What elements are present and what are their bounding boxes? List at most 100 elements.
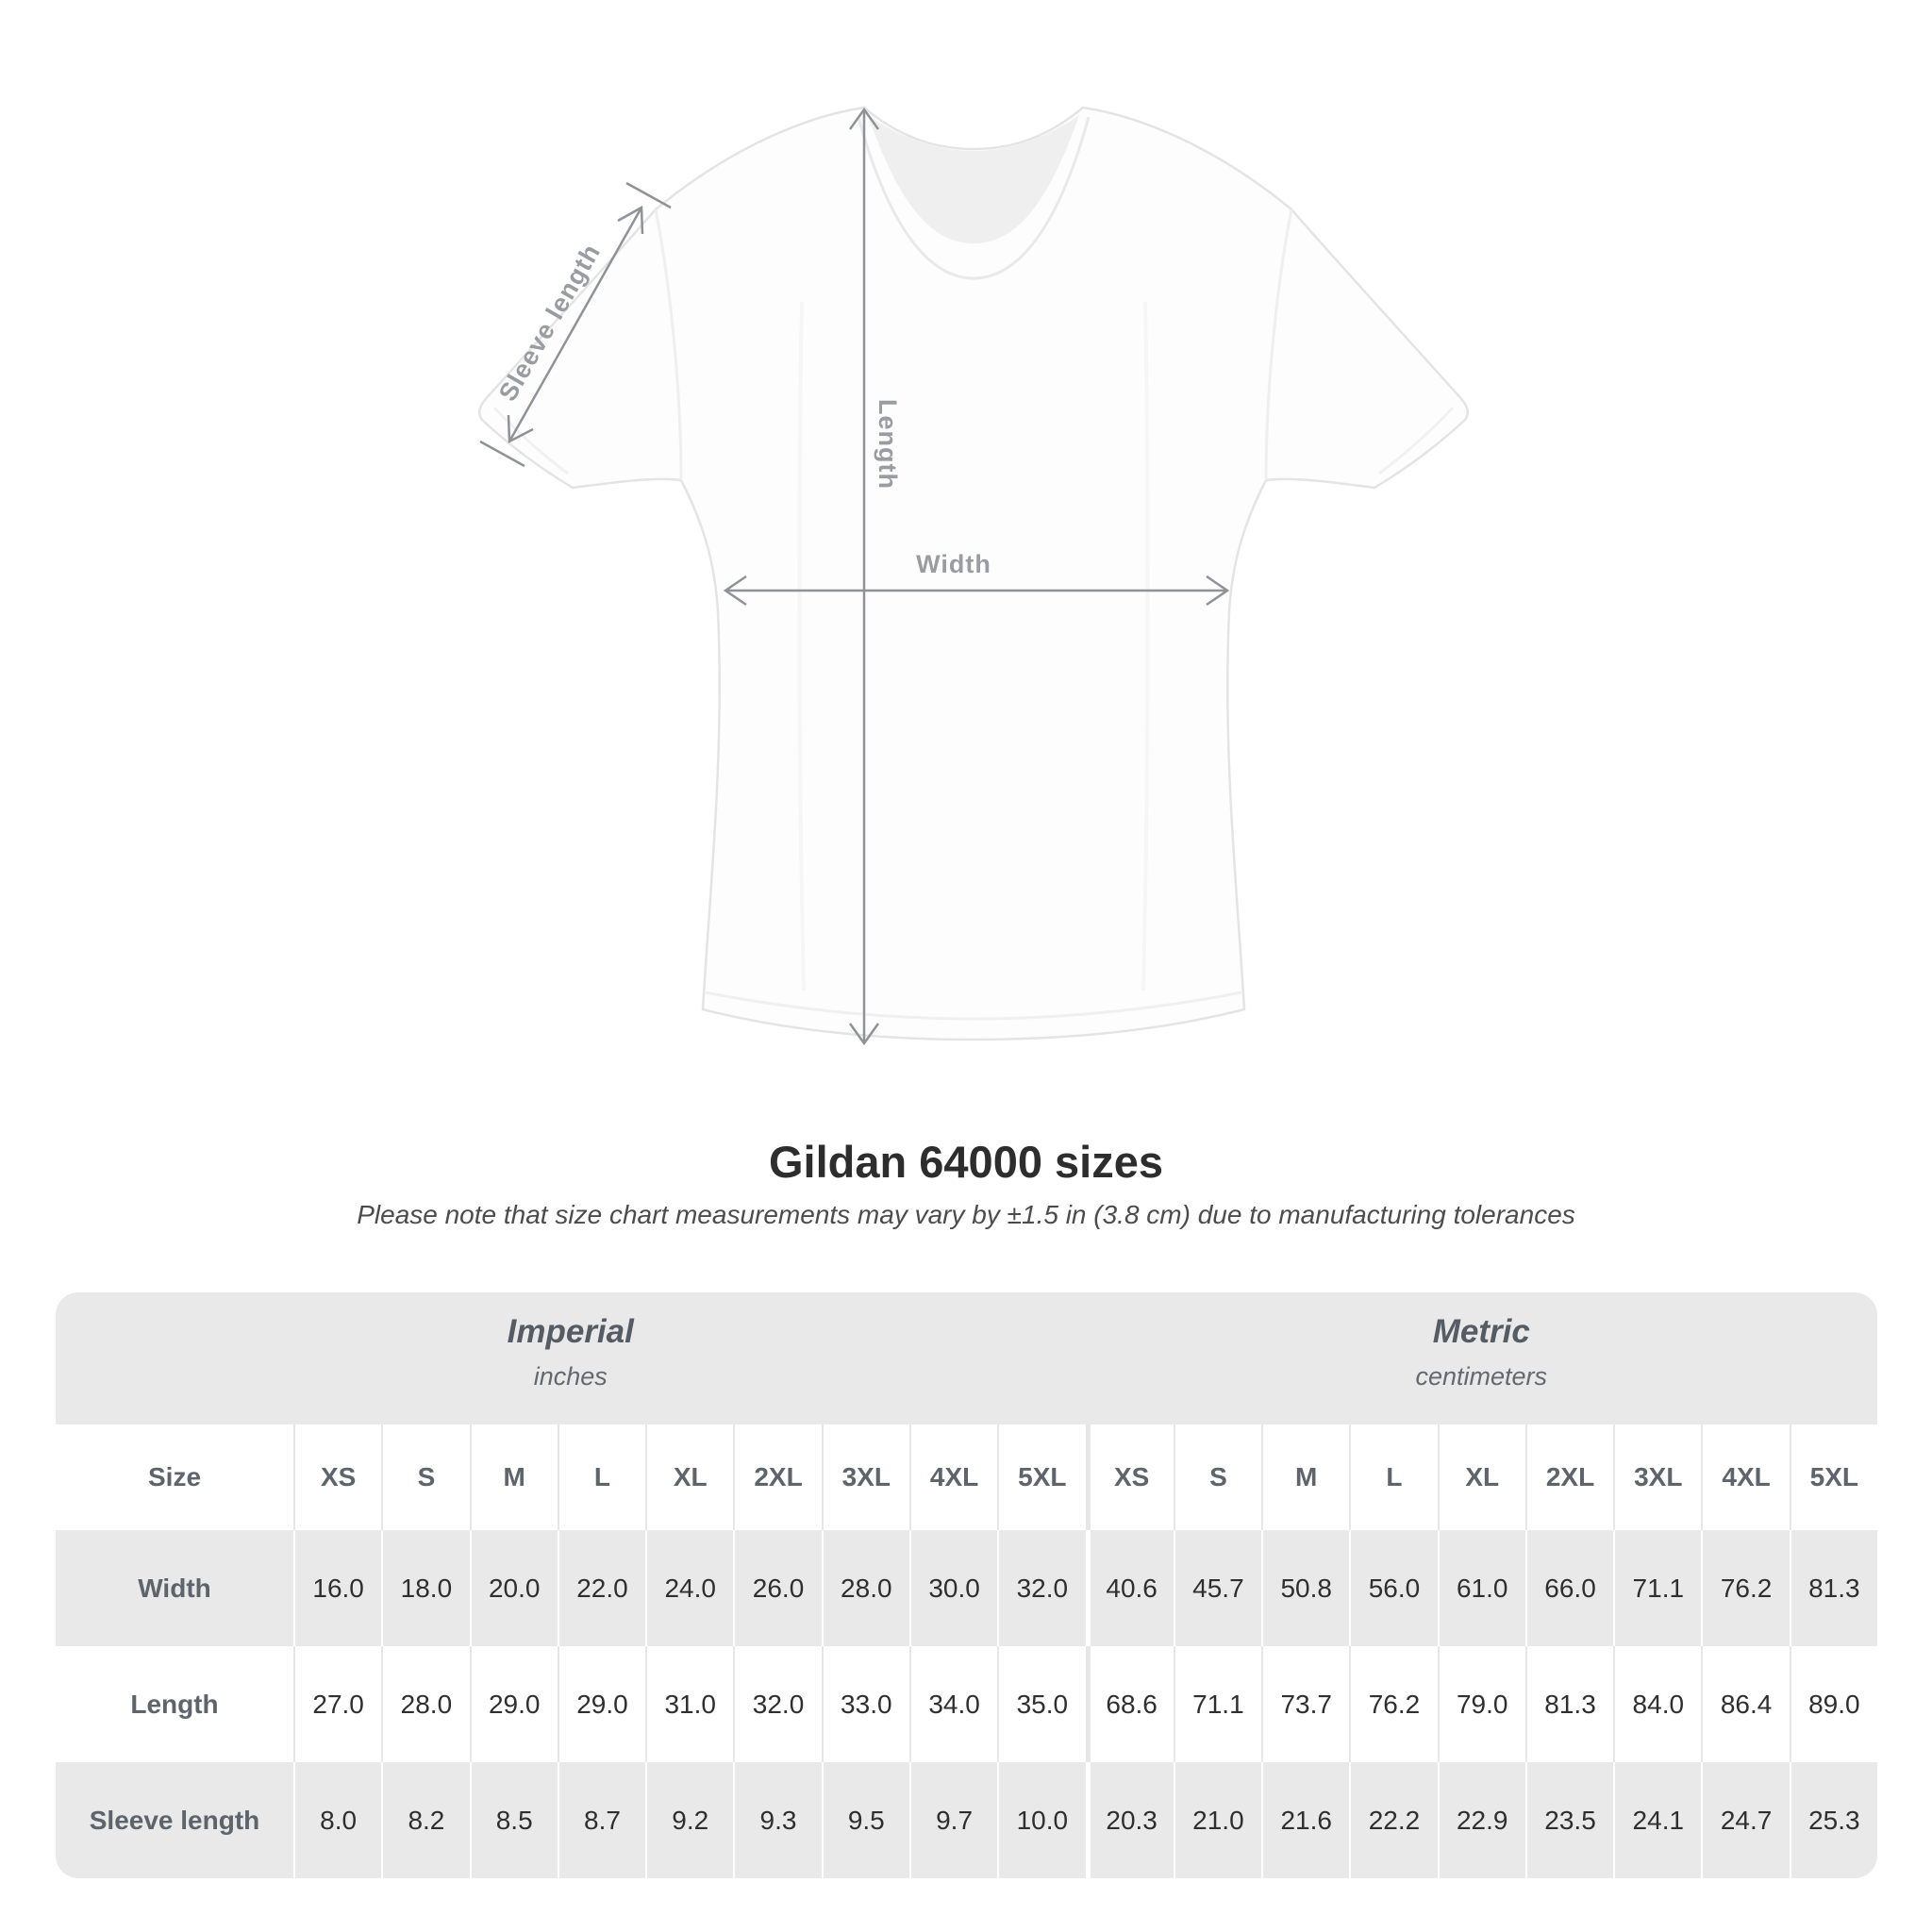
- width-arrowhead-left: [723, 575, 747, 607]
- value-cell: 61.0: [1437, 1530, 1525, 1646]
- value-cell: 24.7: [1701, 1762, 1790, 1878]
- collar-opening: [868, 115, 1079, 243]
- value-cell: 8.7: [557, 1762, 646, 1878]
- value-cell: 31.0: [645, 1646, 734, 1762]
- size-table: Imperial inches Metric centimeters Size X…: [56, 1292, 1877, 1878]
- size-col-header: XL: [1437, 1424, 1525, 1530]
- value-cell: 45.7: [1173, 1530, 1262, 1646]
- value-cell: 56.0: [1349, 1530, 1438, 1646]
- size-col-header: XS: [1085, 1424, 1174, 1530]
- value-cell: 86.4: [1701, 1646, 1790, 1762]
- value-cell: 50.8: [1261, 1530, 1350, 1646]
- size-header-label: Size: [56, 1424, 293, 1530]
- value-cell: 73.7: [1261, 1646, 1350, 1762]
- row-label: Width: [56, 1530, 293, 1646]
- size-col-header: 2XL: [733, 1424, 822, 1530]
- value-cell: 30.0: [908, 1530, 998, 1646]
- width-annotation: Width: [916, 550, 991, 578]
- length-arrowhead-top: [848, 107, 880, 130]
- row-label: Sleeve length: [56, 1762, 293, 1878]
- size-col-header: 3XL: [1613, 1424, 1702, 1530]
- size-col-header: M: [469, 1424, 558, 1530]
- fabric-crease: [1141, 301, 1150, 991]
- value-cell: 35.0: [997, 1646, 1086, 1762]
- imperial-unit-header: Imperial inches: [56, 1292, 1086, 1424]
- page-title: Gildan 64000 sizes: [768, 1137, 1164, 1187]
- size-col-header: 5XL: [997, 1424, 1086, 1530]
- value-cell: 33.0: [821, 1646, 909, 1762]
- value-cell: 9.2: [645, 1762, 734, 1878]
- value-cell: 8.5: [469, 1762, 558, 1878]
- length-arrowhead-bottom: [848, 1023, 880, 1046]
- value-cell: 24.1: [1613, 1762, 1702, 1878]
- value-cell: 22.0: [557, 1530, 646, 1646]
- value-cell: 40.6: [1085, 1530, 1174, 1646]
- value-cell: 28.0: [381, 1646, 470, 1762]
- imperial-unit: inches: [533, 1361, 608, 1391]
- measurement-arrows: [479, 107, 1230, 1046]
- value-cell: 18.0: [381, 1530, 470, 1646]
- value-cell: 32.0: [997, 1530, 1086, 1646]
- value-cell: 29.0: [557, 1646, 646, 1762]
- size-col-header: M: [1261, 1424, 1350, 1530]
- value-cell: 32.0: [733, 1646, 822, 1762]
- size-col-header: 5XL: [1789, 1424, 1877, 1530]
- value-cell: 27.0: [293, 1646, 382, 1762]
- hem-stitch: [705, 991, 1242, 1021]
- value-cell: 84.0: [1613, 1646, 1702, 1762]
- collar-seam: [857, 116, 1091, 280]
- width-arrowhead-right: [1206, 575, 1230, 607]
- value-cell: 10.0: [997, 1762, 1086, 1878]
- sleeve-arrowhead-top: [617, 205, 644, 235]
- sleeve-arrowhead-bottom: [507, 414, 534, 444]
- value-cell: 34.0: [908, 1646, 998, 1762]
- value-cell: 8.2: [381, 1762, 470, 1878]
- value-cell: 29.0: [469, 1646, 558, 1762]
- value-cell: 81.3: [1524, 1646, 1614, 1762]
- metric-unit-header: Metric centimeters: [1085, 1292, 1877, 1424]
- sleeve-arrow-line: [508, 207, 643, 442]
- sleeve-end-tick-top: [625, 181, 672, 209]
- value-cell: 71.1: [1173, 1646, 1262, 1762]
- value-cell: 76.2: [1349, 1646, 1438, 1762]
- metric-unit: centimeters: [1415, 1361, 1548, 1391]
- value-cell: 22.9: [1437, 1762, 1525, 1878]
- value-cell: 9.3: [733, 1762, 822, 1878]
- size-col-header: 3XL: [821, 1424, 909, 1530]
- value-cell: 9.7: [908, 1762, 998, 1878]
- value-cell: 8.0: [293, 1762, 382, 1878]
- size-col-header: 4XL: [908, 1424, 998, 1530]
- tolerance-note: Please note that size chart measurements…: [357, 1200, 1575, 1229]
- metric-label: Metric: [1432, 1312, 1530, 1350]
- value-cell: 81.3: [1789, 1530, 1877, 1646]
- value-cell: 26.0: [733, 1530, 822, 1646]
- tshirt-image: [477, 106, 1470, 1046]
- value-cell: 21.6: [1261, 1762, 1350, 1878]
- size-col-header: S: [1173, 1424, 1262, 1530]
- value-cell: 79.0: [1437, 1646, 1525, 1762]
- value-cell: 28.0: [821, 1530, 909, 1646]
- left-sleeve-stitch: [492, 406, 569, 475]
- tshirt-body-shape: [477, 106, 1470, 1041]
- size-col-header: XL: [645, 1424, 734, 1530]
- value-cell: 89.0: [1789, 1646, 1877, 1762]
- right-sleeve-stitch: [1378, 406, 1455, 475]
- size-col-header: S: [381, 1424, 470, 1530]
- value-cell: 23.5: [1524, 1762, 1614, 1878]
- sleeve-end-tick-bottom: [479, 440, 525, 468]
- value-cell: 24.0: [645, 1530, 734, 1646]
- size-col-header: L: [557, 1424, 646, 1530]
- value-cell: 25.3: [1789, 1762, 1877, 1878]
- length-annotation: Length: [874, 399, 902, 490]
- row-label: Length: [56, 1646, 293, 1762]
- size-col-header: XS: [293, 1424, 382, 1530]
- value-cell: 22.2: [1349, 1762, 1438, 1878]
- left-armhole-seam: [654, 208, 683, 481]
- value-cell: 9.5: [821, 1762, 909, 1878]
- right-armhole-seam: [1264, 208, 1293, 481]
- value-cell: 20.0: [469, 1530, 558, 1646]
- value-cell: 68.6: [1085, 1646, 1174, 1762]
- value-cell: 20.3: [1085, 1762, 1174, 1878]
- value-cell: 21.0: [1173, 1762, 1262, 1878]
